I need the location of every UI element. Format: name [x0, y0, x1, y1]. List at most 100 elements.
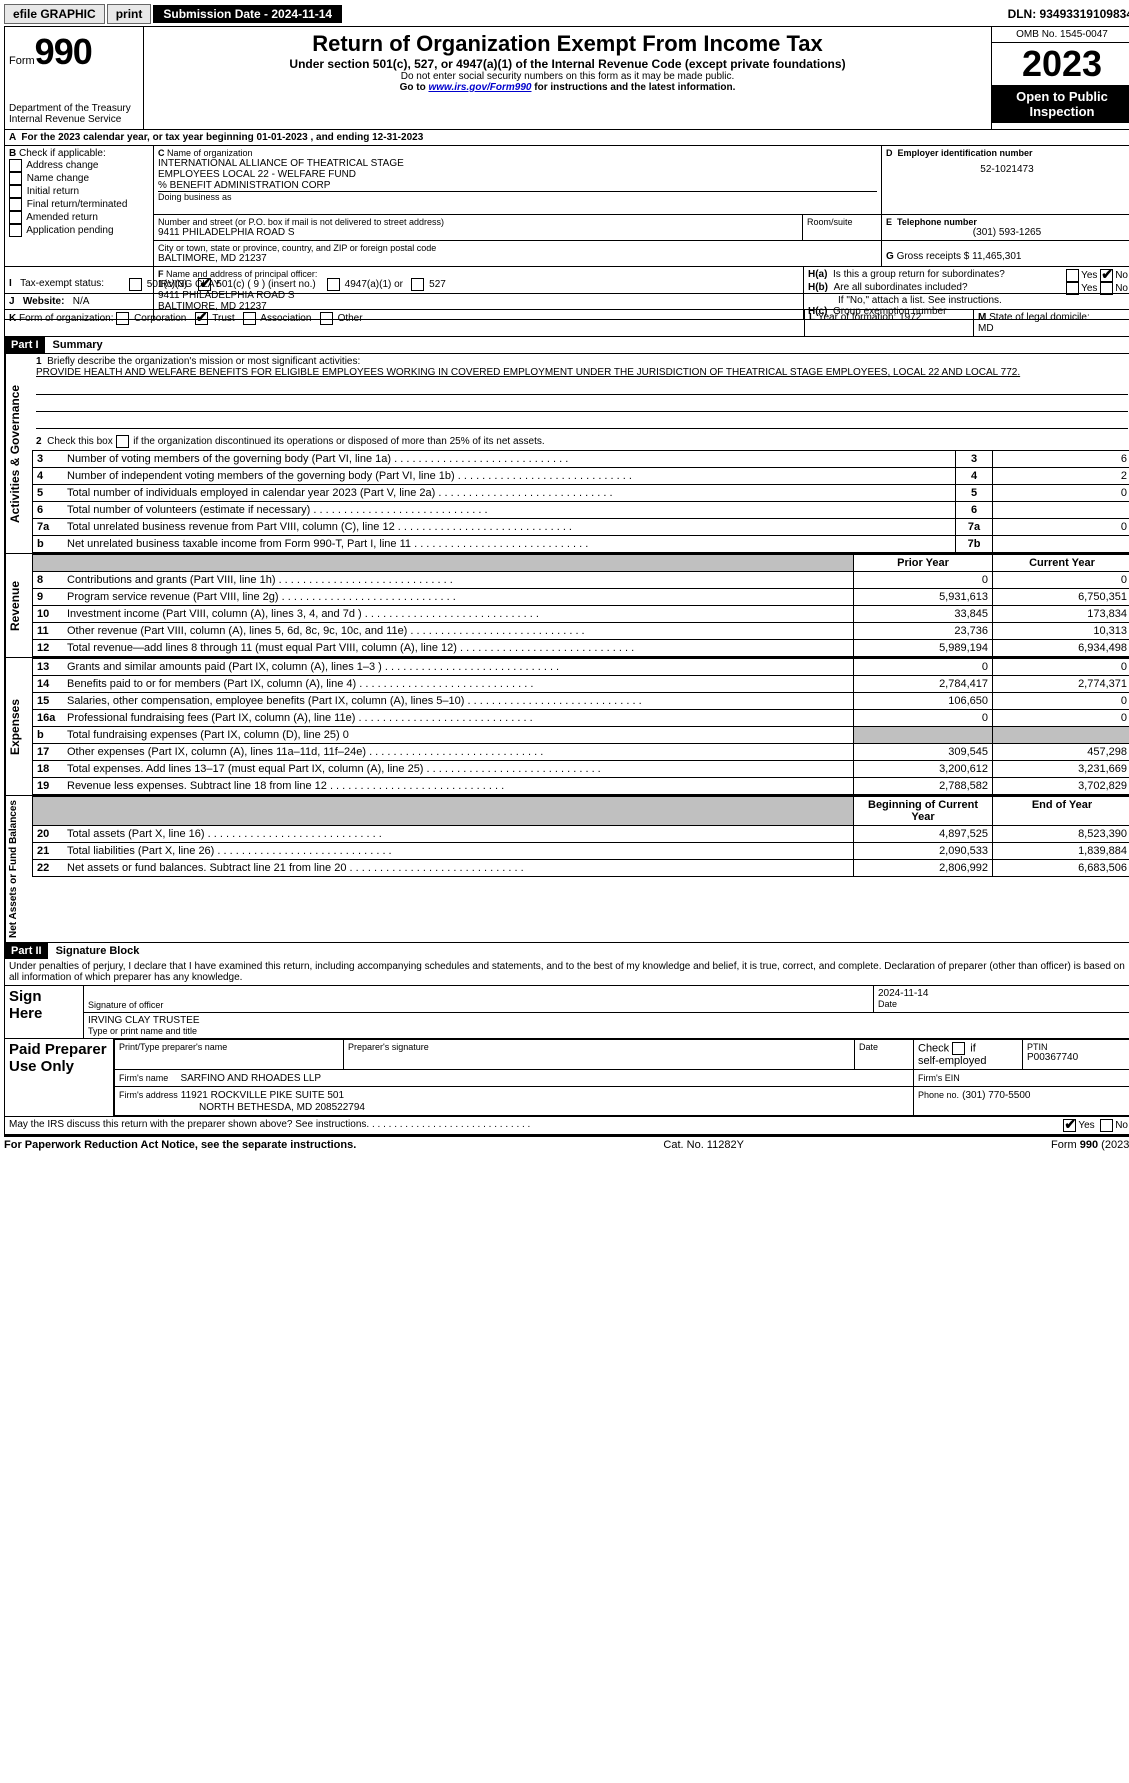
discuss-yes-checkbox[interactable] — [1063, 1119, 1076, 1132]
declaration: Under penalties of perjury, I declare th… — [5, 959, 1129, 986]
subtitle-2: Do not enter social security numbers on … — [150, 71, 985, 82]
table-row: 9Program service revenue (Part VIII, lin… — [33, 589, 1129, 606]
table-row: 13Grants and similar amounts paid (Part … — [33, 659, 1129, 676]
table-row: 20Total assets (Part X, line 16) 4,897,5… — [33, 826, 1129, 843]
firm-address-2: NORTH BETHESDA, MD 208522794 — [119, 1102, 365, 1113]
vlabel-governance: Activities & Governance — [5, 354, 32, 553]
b-checkbox[interactable] — [9, 211, 22, 224]
dln: DLN: 93493319109834 — [1008, 7, 1129, 21]
state-domicile: MD — [978, 323, 994, 334]
ha-no-checkbox[interactable] — [1100, 269, 1113, 282]
org-name-1: INTERNATIONAL ALLIANCE OF THEATRICAL STA… — [158, 158, 877, 169]
table-row: 3Number of voting members of the governi… — [33, 451, 1129, 468]
officer-street: 9411 PHILADELPHIA ROAD S — [158, 290, 799, 301]
hb-note: If "No," attach a list. See instructions… — [808, 295, 1128, 306]
hb-no-checkbox[interactable] — [1100, 282, 1113, 295]
sign-block: Sign Here Signature of officer 2024-11-1… — [5, 986, 1129, 1039]
street-label: Number and street (or P.O. box if mail i… — [158, 217, 798, 227]
k-corp-checkbox[interactable] — [116, 312, 129, 325]
form-header: Form 990 Department of the Treasury Inte… — [5, 27, 1129, 130]
gov-table: 3Number of voting members of the governi… — [32, 450, 1129, 553]
b-checkbox[interactable] — [9, 198, 22, 211]
table-row: 11Other revenue (Part VIII, column (A), … — [33, 623, 1129, 640]
hb-yes-checkbox[interactable] — [1066, 282, 1079, 295]
city: BALTIMORE, MD 21237 — [158, 253, 877, 264]
irs-label: Internal Revenue Service — [9, 114, 139, 125]
gross-receipts: 11,465,301 — [972, 251, 1021, 262]
table-row: 6Total number of volunteers (estimate if… — [33, 502, 1129, 519]
table-row: 10Investment income (Part VIII, column (… — [33, 606, 1129, 623]
table-row: 12Total revenue—add lines 8 through 11 (… — [33, 640, 1129, 657]
exp-table: 13Grants and similar amounts paid (Part … — [32, 658, 1129, 795]
officer-typed-label: Type or print name and title — [88, 1026, 1128, 1036]
top-toolbar: efile GRAPHIC print Submission Date - 20… — [4, 4, 1129, 24]
expenses-section: Expenses 13Grants and similar amounts pa… — [5, 657, 1129, 795]
table-row: 7aTotal unrelated business revenue from … — [33, 519, 1129, 536]
page-footer: For Paperwork Reduction Act Notice, see … — [4, 1135, 1129, 1151]
open-to-public: Open to Public Inspection — [992, 85, 1129, 123]
table-row: bNet unrelated business taxable income f… — [33, 536, 1129, 553]
part1-body: Activities & Governance 1 Briefly descri… — [5, 354, 1129, 553]
rev-table: Prior YearCurrent Year 8Contributions an… — [32, 554, 1129, 657]
netassets-section: Net Assets or Fund Balances Beginning of… — [5, 795, 1129, 942]
submission-date: Submission Date - 2024-11-14 — [153, 5, 342, 23]
efile-button[interactable]: efile GRAPHIC — [4, 4, 105, 24]
g-label: Gross receipts $ — [897, 251, 970, 262]
table-row: 8Contributions and grants (Part VIII, li… — [33, 572, 1129, 589]
paid-preparer-block: Paid Preparer Use Only Print/Type prepar… — [5, 1039, 1129, 1117]
l2: Check this box if the organization disco… — [47, 436, 545, 447]
na-table: Beginning of Current YearEnd of Year 20T… — [32, 796, 1129, 877]
self-employed-checkbox[interactable] — [952, 1042, 965, 1055]
ha-yes-checkbox[interactable] — [1066, 269, 1079, 282]
c-name-label: Name of organization — [167, 148, 253, 158]
i-527-checkbox[interactable] — [411, 278, 424, 291]
ptin: P00367740 — [1027, 1052, 1127, 1063]
b-checkbox[interactable] — [9, 172, 22, 185]
table-row: 14Benefits paid to or for members (Part … — [33, 676, 1129, 693]
table-row: 22Net assets or fund balances. Subtract … — [33, 860, 1129, 877]
line-a: A For the 2023 calendar year, or tax yea… — [5, 130, 1129, 146]
city-label: City or town, state or province, country… — [158, 243, 877, 253]
form-word: Form — [9, 55, 35, 67]
print-button[interactable]: print — [107, 4, 152, 24]
k-trust-checkbox[interactable] — [195, 312, 208, 325]
form-title: Return of Organization Exempt From Incom… — [150, 31, 985, 57]
table-row: 5Total number of individuals employed in… — [33, 485, 1129, 502]
sign-here-label: Sign Here — [5, 986, 83, 1038]
k-other-checkbox[interactable] — [320, 312, 333, 325]
b-checkbox[interactable] — [9, 224, 22, 237]
telephone: (301) 593-1265 — [886, 227, 1128, 238]
year-formation: 1972 — [899, 312, 921, 323]
street: 9411 PHILADELPHIA ROAD S — [158, 227, 798, 238]
l2-checkbox[interactable] — [116, 435, 129, 448]
vlabel-netassets: Net Assets or Fund Balances — [5, 796, 32, 942]
table-row: 16aProfessional fundraising fees (Part I… — [33, 710, 1129, 727]
discuss-no-checkbox[interactable] — [1100, 1119, 1113, 1132]
tax-year: 2023 — [992, 43, 1129, 85]
sign-date-label: Date — [878, 999, 1128, 1009]
form-container: Form 990 Department of the Treasury Inte… — [4, 26, 1129, 1135]
k-assoc-checkbox[interactable] — [243, 312, 256, 325]
line-klm: K Form of organization: Corporation Trus… — [5, 310, 1129, 337]
vlabel-expenses: Expenses — [5, 658, 32, 795]
b-checkbox[interactable] — [9, 185, 22, 198]
firm-phone: (301) 770-5500 — [962, 1090, 1030, 1101]
dba-label: Doing business as — [158, 191, 877, 202]
subtitle-1: Under section 501(c), 527, or 4947(a)(1)… — [150, 57, 985, 71]
ein: 52-1021473 — [886, 158, 1128, 175]
website: N/A — [73, 296, 90, 307]
i-501c3-checkbox[interactable] — [129, 278, 142, 291]
form-number: 990 — [35, 31, 92, 73]
b-checkbox[interactable] — [9, 159, 22, 172]
table-row: 15Salaries, other compensation, employee… — [33, 693, 1129, 710]
d-label: Employer identification number — [898, 148, 1033, 158]
irs-link[interactable]: www.irs.gov/Form990 — [428, 82, 531, 93]
table-row: 17Other expenses (Part IX, column (A), l… — [33, 744, 1129, 761]
table-row: 19Revenue less expenses. Subtract line 1… — [33, 778, 1129, 795]
goto-pre: Go to — [400, 82, 429, 93]
entity-block: B Check if applicable: Address change Na… — [5, 146, 1129, 267]
b-label: Check if applicable: — [19, 148, 106, 159]
part2-header: Part IISignature Block — [5, 942, 1129, 959]
i-4947-checkbox[interactable] — [327, 278, 340, 291]
i-501c-checkbox[interactable] — [198, 278, 211, 291]
